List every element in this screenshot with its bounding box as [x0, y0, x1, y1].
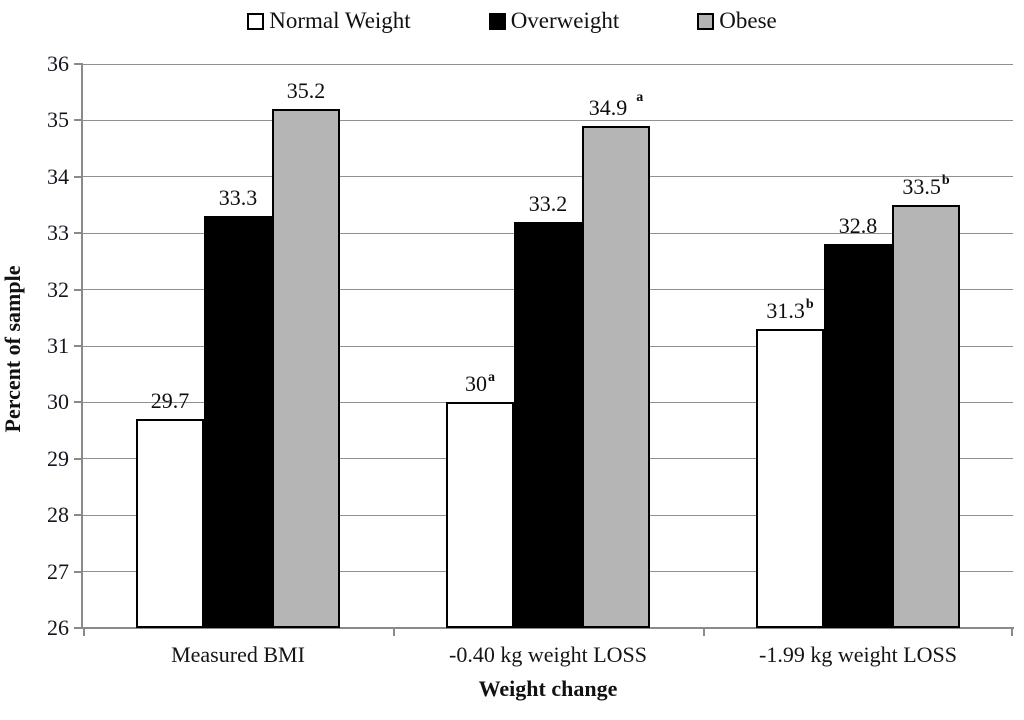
bar-value-number: 34.9 [588, 95, 628, 121]
legend-item-overweight: Overweight [488, 8, 620, 34]
legend-label: Overweight [510, 8, 620, 33]
legend-swatch-icon [247, 12, 265, 30]
bar-value-number: 29.7 [150, 388, 190, 414]
bar-value-number: 31.3 [766, 298, 805, 324]
y-tick [74, 514, 83, 517]
significance-superscript: a [636, 90, 644, 106]
x-tick [393, 628, 395, 636]
legend-item-obese: Obese [697, 8, 777, 34]
x-axis-line [81, 627, 1014, 629]
y-tick-label: 35 [47, 107, 69, 133]
bar-value-label: 32.8 [788, 214, 928, 238]
y-tick [74, 288, 83, 291]
significance-superscript: b [941, 173, 950, 188]
bar-value-number: 33.3 [218, 185, 258, 211]
legend: Normal Weight Overweight Obese [0, 8, 1024, 34]
bar-overweight-measured-bmi [204, 216, 272, 628]
y-tick [74, 119, 83, 122]
y-tick [74, 175, 83, 178]
x-tick [83, 628, 85, 636]
x-axis-title: Weight change [478, 676, 618, 701]
bar-value-number: 33.2 [528, 190, 568, 216]
x-category-label: -1.99 kg weight LOSS [759, 642, 957, 667]
y-tick [74, 570, 83, 573]
bar-value-number: 30 [465, 371, 487, 397]
bar-value-label: 31.3b [720, 297, 860, 327]
y-tick [74, 457, 83, 460]
y-tick-label: 34 [47, 163, 69, 189]
bar-overweight-1-99-kg-weight-loss [824, 244, 892, 628]
significance-superscript: a [488, 370, 495, 386]
y-tick [74, 627, 83, 629]
y-tick [74, 63, 83, 65]
y-tick-label: 28 [47, 502, 69, 528]
legend-swatch-icon [697, 12, 715, 30]
bar-normal-weight-measured-bmi [136, 419, 204, 628]
x-category-label: Measured BMI [171, 642, 305, 667]
y-tick-label: 36 [47, 51, 69, 76]
significance-superscript: b [805, 297, 814, 313]
y-tick [74, 232, 83, 235]
bar-value-label: 33.3 [168, 186, 308, 210]
bar-value-number: 35.2 [286, 78, 326, 104]
gridline [83, 63, 1013, 65]
y-tick-label: 32 [47, 276, 69, 302]
legend-item-normal-weight: Normal Weight [247, 8, 411, 34]
y-tick-label: 30 [47, 389, 69, 415]
bar-obese-1-99-kg-weight-loss [892, 205, 960, 628]
bar-value-label: 29.7 [100, 389, 240, 413]
bar-value-label: 33.5b [856, 173, 996, 203]
bar-normal-weight-1-99-kg-weight-loss [756, 329, 824, 628]
bar-value-number: 33.5 [902, 174, 941, 199]
x-tick [1011, 628, 1013, 636]
bar-value-label: 35.2 [236, 79, 376, 103]
y-tick-label: 33 [47, 220, 69, 246]
bar-value-label: 33.2 [478, 190, 618, 216]
y-axis-line [81, 64, 83, 628]
gridline [83, 176, 1013, 178]
x-category-label: -0.40 kg weight LOSS [449, 642, 647, 667]
y-tick-label: 26 [47, 615, 69, 640]
legend-label: Obese [719, 8, 777, 33]
bar-normal-weight-0-40-kg-weight-loss [446, 402, 514, 628]
y-tick-label: 29 [47, 445, 69, 471]
y-tick [74, 401, 83, 404]
y-tick-label: 27 [47, 558, 69, 584]
bar-value-label: 30a [410, 370, 550, 400]
y-tick-label: 31 [47, 333, 69, 358]
bar-obese-measured-bmi [272, 109, 340, 628]
legend-swatch-icon [488, 12, 506, 30]
bar-value-number: 32.8 [838, 213, 878, 239]
gridline [83, 119, 1013, 121]
bar-value-label: 34.9 a [546, 90, 686, 124]
x-tick [703, 628, 705, 636]
bar-obese-0-40-kg-weight-loss [582, 126, 650, 628]
y-tick [74, 345, 83, 347]
legend-label: Normal Weight [269, 8, 411, 33]
bar-overweight-0-40-kg-weight-loss [514, 221, 582, 628]
